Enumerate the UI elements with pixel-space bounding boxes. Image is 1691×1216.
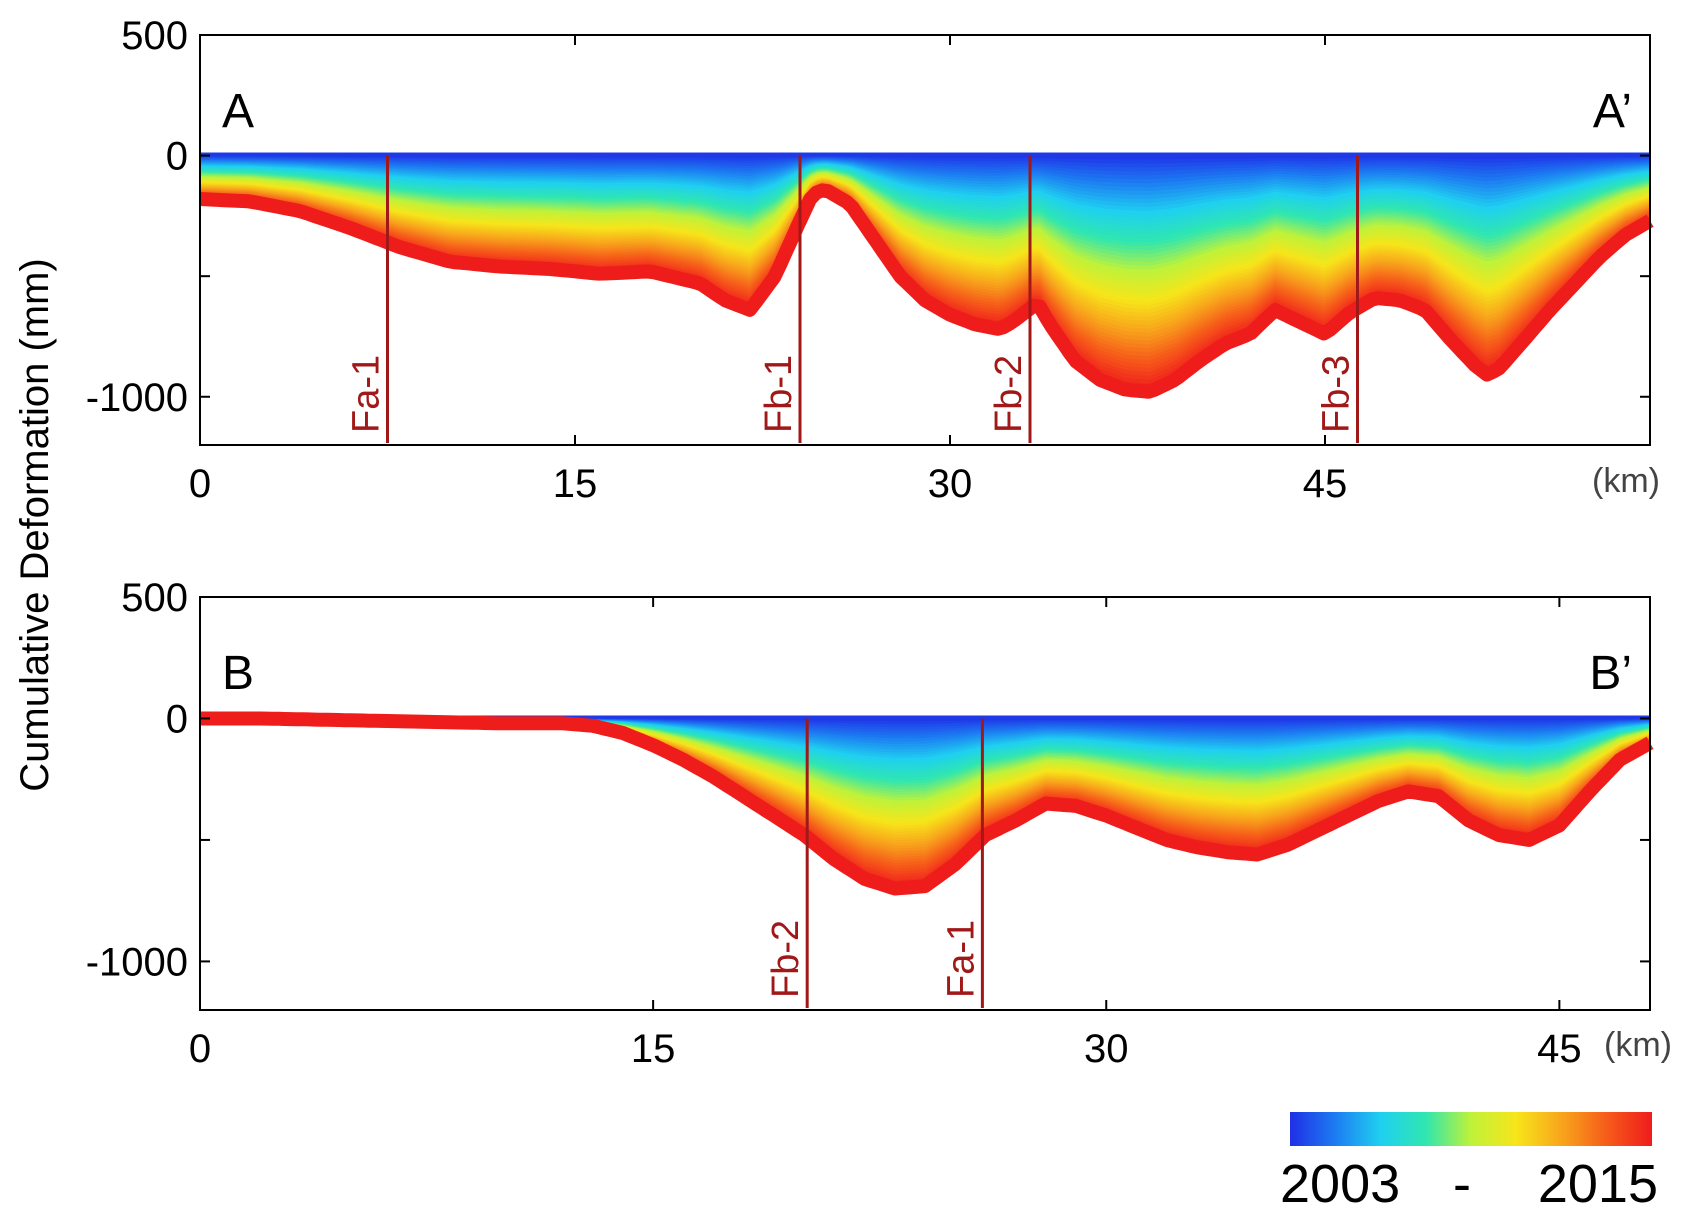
fault-label: Fa-1	[940, 920, 982, 998]
panel-b-plot-frame	[199, 596, 1651, 1011]
x-tick-label: 30	[928, 462, 973, 506]
panel-a-faults: Fa-1 Fb-1 Fb-2 Fb-3	[346, 155, 1359, 443]
fault-label: Fa-1	[346, 355, 388, 433]
y-tick-label: 0	[166, 135, 188, 179]
panel-b-faults: Fb-2 Fa-1	[765, 718, 984, 1008]
x-tick-label: 0	[189, 1027, 211, 1071]
panel-b-x-unit: (km)	[1604, 1026, 1672, 1064]
y-tick-label: 500	[121, 576, 188, 620]
y-tick-label: 500	[121, 14, 188, 58]
x-tick-label: 30	[1084, 1027, 1129, 1071]
x-tick-label: 45	[1303, 462, 1348, 506]
y-tick-label: -1000	[86, 376, 188, 420]
final-deformation-profile	[199, 183, 1654, 399]
fault-label: Fb-3	[1316, 355, 1358, 433]
colorbar-start-year: 2003	[1280, 1154, 1400, 1214]
fault-label: Fb-2	[988, 355, 1030, 433]
panel-a-plot-frame	[199, 34, 1651, 446]
colorbar-gradient	[1290, 1112, 1652, 1146]
panel-a-end-label: A’	[1593, 85, 1632, 138]
panel-a-x-unit: (km)	[1592, 462, 1660, 500]
panel-b-deformation-bands	[199, 711, 1654, 896]
y-tick-label: -1000	[86, 940, 188, 984]
fault-label: Fb-1	[758, 355, 800, 433]
x-tick-label: 15	[553, 462, 598, 506]
panel-a-start-label: A	[222, 85, 254, 138]
final-deformation-profile	[199, 711, 1654, 896]
colorbar-separator: -	[1453, 1154, 1471, 1214]
x-tick-label: 45	[1537, 1027, 1582, 1071]
panel-a-deformation-bands	[199, 152, 1654, 399]
panel-b-start-label: B	[222, 647, 254, 700]
x-tick-label: 15	[631, 1027, 676, 1071]
fault-label: Fb-2	[765, 920, 807, 998]
y-tick-label: 0	[166, 697, 188, 741]
colorbar-end-year: 2015	[1538, 1154, 1658, 1214]
panel-b-end-label: B’	[1589, 647, 1632, 700]
time-colorbar: 2003 - 2015	[1280, 1112, 1658, 1214]
x-tick-label: 0	[189, 462, 211, 506]
deformation-band	[200, 152, 1650, 160]
y-axis-label: Cumulative Deformation (mm)	[13, 258, 57, 791]
